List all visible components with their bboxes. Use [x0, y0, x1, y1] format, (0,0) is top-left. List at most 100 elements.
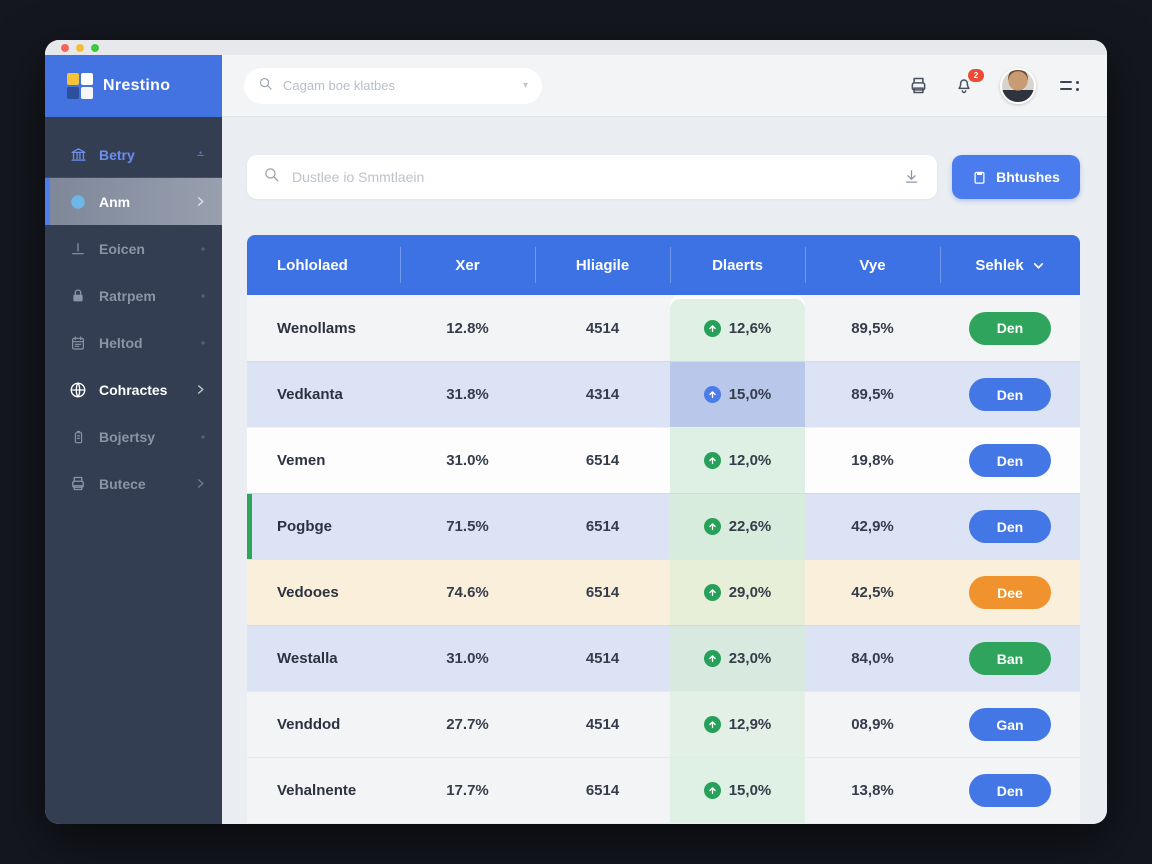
row-action-button[interactable]: Den [969, 444, 1051, 477]
sidebar-item-betry[interactable]: Betry [45, 131, 222, 178]
maximize-window-button[interactable] [91, 43, 99, 52]
sidebar-item-ratrpem[interactable]: Ratrpem [45, 272, 222, 319]
row-action-button[interactable]: Den [969, 378, 1051, 411]
table-row[interactable]: Vemen 31.0% 6514 12,0% 19,8% Den [247, 427, 1080, 493]
notification-badge: 2 [968, 68, 984, 82]
table-row[interactable]: Westalla 31.0% 4514 23,0% 84,0% Ban [247, 625, 1080, 691]
search-caret-icon[interactable]: ▾ [522, 80, 528, 91]
table-row[interactable]: Venddod 27.7% 4514 12,9% 08,9% Gan [247, 691, 1080, 757]
column-header-lohlolaed: Lohlolaed [247, 235, 400, 295]
row-action-button[interactable]: Den [969, 774, 1051, 807]
cell-name: Westalla [277, 650, 338, 667]
table-row[interactable]: Wenollams 12.8% 4514 12,6% 89,5% Den [247, 295, 1080, 361]
bank-icon [69, 146, 87, 164]
menu-icon[interactable] [1060, 80, 1079, 91]
row-action-button[interactable]: Den [969, 311, 1051, 345]
cell-vye: 89,5% [851, 386, 894, 403]
sidebar-item-anm[interactable]: Anm [45, 178, 222, 225]
column-header-label: Lohlolaed [277, 256, 348, 274]
cell-hliagile: 4314 [585, 386, 620, 403]
cell-xer: 31.0% [446, 650, 489, 667]
chevron-right-icon [195, 478, 206, 489]
cell-vye: 84,0% [851, 650, 894, 667]
dot-small [200, 246, 206, 252]
cell-hliagile: 6514 [585, 452, 620, 469]
trend-up-icon [703, 386, 721, 403]
global-search[interactable]: ▾ [244, 67, 542, 104]
sidebar-item-label: Anm [99, 193, 131, 210]
column-header-vye: Vye [805, 235, 940, 295]
delta-value: 12,0% [728, 452, 772, 469]
sidebar-item-label: Eoicen [99, 240, 145, 257]
column-header-label: Hliagile [575, 256, 630, 274]
table-search-input[interactable] [292, 169, 891, 185]
battery-icon [69, 428, 87, 446]
table-row[interactable]: Pogbge 71.5% 6514 22,6% 42,9% Den [247, 493, 1080, 559]
printer-icon[interactable] [908, 75, 930, 97]
sidebar-item-heltod[interactable]: Heltod [45, 319, 222, 366]
sidebar-item-label: Ratrpem [99, 287, 156, 304]
cell-dlaerts: 12,6% [670, 295, 805, 361]
primary-action-label: Bhtushes [996, 169, 1060, 185]
brand-logo[interactable]: Nrestino [45, 55, 222, 117]
cell-action: Gan [940, 692, 1080, 757]
cell-xer: 27.7% [446, 716, 489, 733]
sidebar-item-butece[interactable]: Butece [45, 460, 222, 507]
row-action-button[interactable]: Gan [969, 708, 1051, 741]
cell-dlaerts: 15,0% [670, 362, 805, 427]
primary-action-button[interactable]: Bhtushes [952, 155, 1080, 199]
sidebar-item-bojertsy[interactable]: Bojertsy [45, 413, 222, 460]
column-header-hliagile: Hliagile [535, 235, 670, 295]
column-header-label: Dlaerts [712, 256, 763, 274]
cell-name: Vedkanta [277, 386, 343, 403]
globe-icon [69, 381, 87, 399]
cell-xer: 17.7% [446, 782, 489, 799]
bell-glyph-icon [954, 78, 974, 99]
cell-action: Den [940, 494, 1080, 559]
titlebar [45, 40, 1107, 55]
global-search-input[interactable] [283, 78, 513, 93]
cell-name: Vemen [277, 452, 326, 469]
sidebar-item-cohractes[interactable]: Cohractes [45, 366, 222, 413]
brand-name: Nrestino [103, 77, 171, 94]
cell-action: Dee [940, 560, 1080, 625]
sidebar-nav: Betry Anm Eoicen Ratrpem Heltod Cohractes Boje… [45, 117, 222, 507]
cell-xer: 74.6% [446, 584, 489, 601]
dot-small [200, 293, 206, 299]
sidebar: Nrestino Betry Anm Eoicen Ratrpem Heltod Cohr… [45, 55, 222, 824]
cell-xer: 71.5% [446, 518, 489, 535]
table-row[interactable]: Vehalnente 17.7% 6514 15,0% 13,8% Den [247, 757, 1080, 823]
delta-value: 29,0% [728, 584, 772, 601]
user-avatar[interactable] [1000, 67, 1036, 104]
delta-value: 12,9% [728, 716, 772, 733]
column-header-sehlek[interactable]: Sehlek [940, 235, 1080, 295]
download-icon[interactable] [903, 168, 921, 186]
brand-logo-icon [67, 73, 93, 99]
minimize-window-button[interactable] [76, 43, 84, 52]
cell-action: Ban [940, 626, 1080, 691]
sidebar-item-eoicen[interactable]: Eoicen [45, 225, 222, 272]
search-icon [263, 166, 280, 188]
row-action-button[interactable]: Dee [969, 576, 1051, 609]
clipboard-icon [972, 170, 987, 185]
cell-dlaerts: 12,9% [670, 692, 805, 757]
cell-name: Wenollams [277, 319, 356, 337]
sidebar-item-label: Butece [99, 475, 146, 492]
table-search[interactable] [247, 155, 937, 199]
table-row[interactable]: Vedooes 74.6% 6514 29,0% 42,5% Dee [247, 559, 1080, 625]
cell-dlaerts: 22,6% [670, 494, 805, 559]
dash-icon [195, 149, 206, 160]
table-row[interactable]: Vedkanta 31.8% 4314 15,0% 89,5% Den [247, 361, 1080, 427]
calendar-icon [69, 334, 87, 352]
delta-value: 22,6% [728, 518, 772, 535]
column-header-label: Xer [455, 256, 480, 274]
row-action-button[interactable]: Ban [969, 642, 1051, 675]
data-table: Lohlolaed Xer Hliagile Dlaerts Vye Sehlek Wen… [247, 235, 1080, 823]
app-window: Nrestino Betry Anm Eoicen Ratrpem Heltod Cohr… [45, 40, 1107, 824]
row-action-button[interactable]: Den [969, 510, 1051, 543]
close-window-button[interactable] [61, 43, 69, 52]
bell-icon[interactable]: 2 [954, 68, 984, 99]
cell-hliagile: 4514 [585, 716, 620, 733]
chevron-right-icon [195, 196, 206, 207]
sidebar-item-label: Bojertsy [99, 428, 156, 445]
